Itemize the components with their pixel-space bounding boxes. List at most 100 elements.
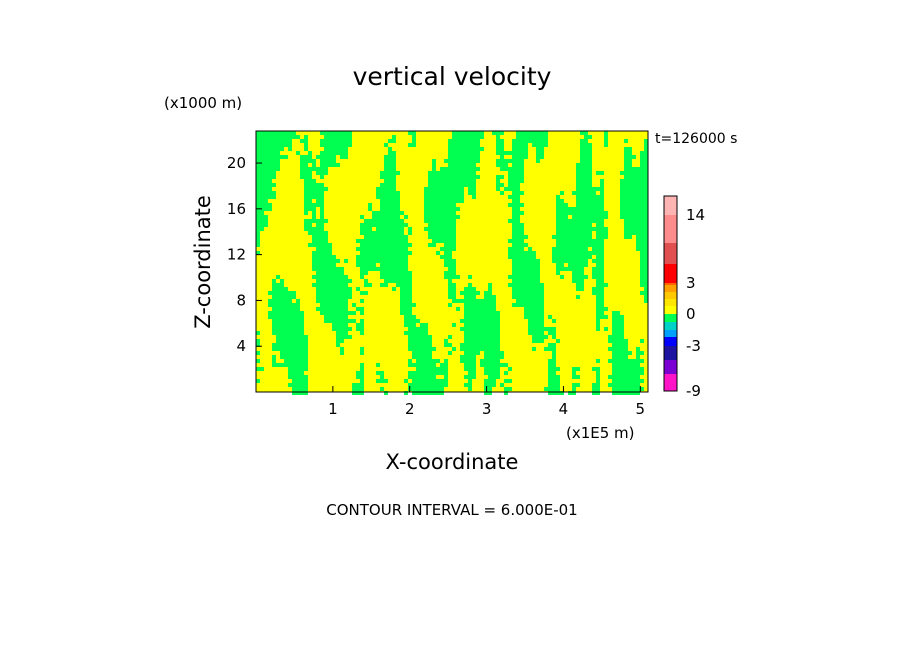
field-cell [644, 143, 648, 147]
field-cell [404, 279, 408, 283]
field-cell [440, 247, 444, 251]
field-cell [484, 295, 488, 299]
field-cell [376, 215, 380, 219]
field-cell [496, 159, 500, 163]
field-cell [456, 191, 460, 195]
field-cell [272, 295, 276, 299]
field-cell [516, 303, 520, 307]
field-cell [408, 315, 412, 319]
field-cell [356, 307, 360, 311]
field-cell [456, 307, 460, 311]
field-cell [636, 223, 640, 227]
field-cell [624, 199, 628, 203]
field-cell [536, 327, 540, 331]
field-cell [320, 259, 324, 263]
field-cell [468, 379, 472, 383]
field-cell [464, 367, 468, 371]
field-cell [388, 211, 392, 215]
field-cell [292, 291, 296, 295]
field-cell [408, 307, 412, 311]
field-cell [580, 279, 584, 283]
field-cell [324, 231, 328, 235]
field-cell [556, 239, 560, 243]
field-cell [388, 251, 392, 255]
field-cell [484, 379, 488, 383]
field-cell [436, 195, 440, 199]
field-cell [320, 303, 324, 307]
field-cell [636, 347, 640, 351]
field-cell [460, 179, 464, 183]
field-cell [276, 163, 280, 167]
field-cell [556, 243, 560, 247]
field-cell [468, 343, 472, 347]
field-cell [444, 191, 448, 195]
field-cell [452, 159, 456, 163]
field-cell [552, 379, 556, 383]
field-cell [276, 147, 280, 151]
field-cell [600, 191, 604, 195]
field-cell [596, 271, 600, 275]
field-cell [324, 287, 328, 291]
field-cell [620, 335, 624, 339]
field-cell [256, 331, 260, 335]
field-cell [268, 203, 272, 207]
field-cell [340, 335, 344, 339]
field-cell [460, 291, 464, 295]
field-cell [272, 331, 276, 335]
field-cell [424, 391, 428, 395]
field-cell [548, 327, 552, 331]
field-cell [560, 191, 564, 195]
field-cell [452, 295, 456, 299]
field-cell [468, 387, 472, 391]
field-cell [284, 315, 288, 319]
field-cell [376, 255, 380, 259]
field-cell [260, 223, 264, 227]
field-cell [584, 147, 588, 151]
field-cell [348, 291, 352, 295]
field-cell [580, 179, 584, 183]
field-cell [588, 175, 592, 179]
field-cell [304, 223, 308, 227]
field-cell [468, 375, 472, 379]
field-cell [492, 327, 496, 331]
field-cell [448, 199, 452, 203]
field-cell [320, 211, 324, 215]
field-cell [640, 167, 644, 171]
field-cell [448, 295, 452, 299]
field-cell [572, 375, 576, 379]
field-cell [336, 163, 340, 167]
field-cell [480, 303, 484, 307]
field-cell [604, 215, 608, 219]
field-cell [428, 175, 432, 179]
field-cell [504, 387, 508, 391]
field-cell [368, 255, 372, 259]
field-cell [344, 131, 348, 135]
field-cell [576, 183, 580, 187]
field-cell [436, 223, 440, 227]
field-cell [424, 331, 428, 335]
field-cell [540, 283, 544, 287]
field-cell [536, 307, 540, 311]
field-cell [476, 319, 480, 323]
field-cell [412, 319, 416, 323]
field-cell [472, 311, 476, 315]
field-cell [500, 175, 504, 179]
field-cell [572, 267, 576, 271]
field-cell [544, 347, 548, 351]
field-cell [364, 235, 368, 239]
field-cell [476, 339, 480, 343]
field-cell [408, 243, 412, 247]
field-cell [356, 323, 360, 327]
field-cell [616, 387, 620, 391]
field-cell [276, 283, 280, 287]
field-cell [432, 371, 436, 375]
field-cell [568, 263, 572, 267]
field-cell [340, 347, 344, 351]
field-cell [528, 135, 532, 139]
field-cell [424, 347, 428, 351]
field-cell [364, 259, 368, 263]
field-cell [504, 391, 508, 395]
field-cell [288, 131, 292, 135]
field-cell [640, 235, 644, 239]
field-cell [620, 215, 624, 219]
